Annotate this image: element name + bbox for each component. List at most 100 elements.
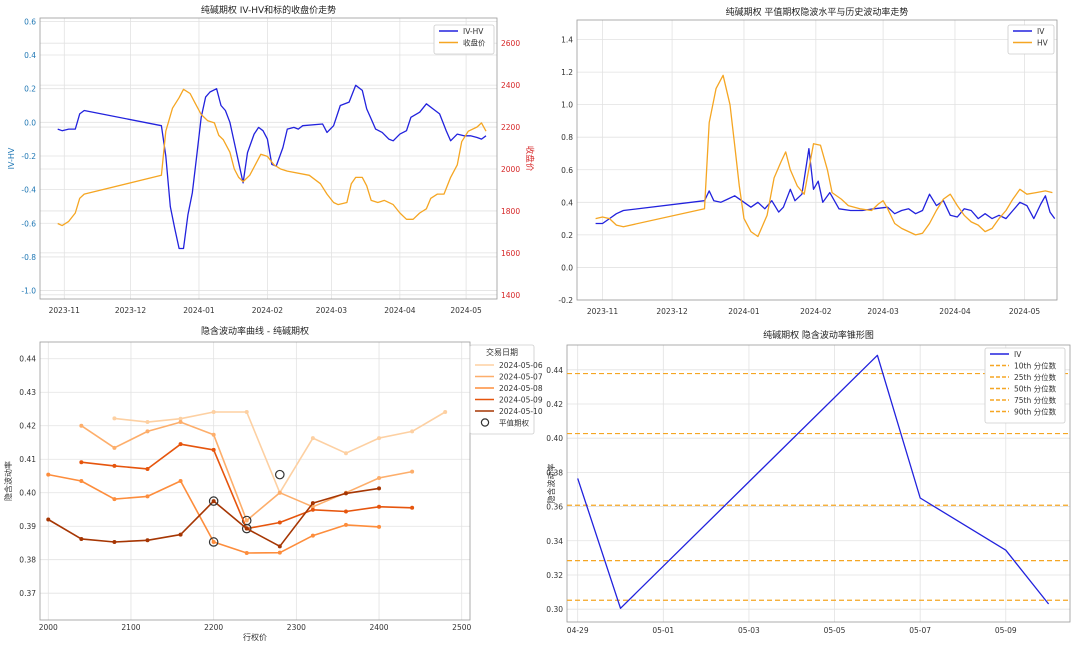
x-tick-label: 2500 <box>452 623 471 632</box>
y-tick-label-left: -1.0 <box>21 287 36 296</box>
y-axis-label: 隐含波动率 <box>546 464 556 504</box>
y-tick-label-right: 2600 <box>501 39 520 48</box>
series-group <box>46 486 382 549</box>
data-point <box>79 460 84 465</box>
x-tick-label: 2024-01 <box>728 307 760 316</box>
x-tick-label: 2024-02 <box>252 306 284 315</box>
y-tick-label: 0.8 <box>561 133 573 142</box>
chart-iv-cone: 04-29 05-01 05-03 05-05 05-07 05-09 0.30 0.32 0.… <box>546 329 1071 635</box>
data-point <box>145 429 150 434</box>
legend-item: 收盘价 <box>439 38 486 48</box>
data-point <box>410 429 415 434</box>
data-point <box>178 532 183 537</box>
plot-frame <box>576 19 1058 301</box>
series-line <box>595 147 1056 225</box>
y-axis-label: 隐含波动率 <box>3 461 13 501</box>
legend: IV HV <box>1007 24 1055 55</box>
legend-item: 平值期权 <box>480 418 529 428</box>
x-tick-label: 2024-04 <box>939 307 971 316</box>
plot-frame <box>566 344 1071 623</box>
legend-label: 90th 分位数 <box>1014 407 1057 417</box>
data-point <box>310 507 315 512</box>
data-point <box>211 499 216 504</box>
y-tick-label: 0.36 <box>546 503 563 512</box>
data-point <box>79 479 84 483</box>
y-tick-label: 0.41 <box>19 455 36 464</box>
atm-marker <box>208 496 219 506</box>
chart-iv-hv-level: 2023-11 2023-12 2024-01 2024-02 2024-03 2024-… <box>558 6 1058 316</box>
x-tick-label: 2024-01 <box>183 306 215 315</box>
data-point <box>145 466 150 471</box>
y-tick-label: 0.34 <box>546 537 563 546</box>
legend-label: 2024-05-09 <box>499 396 543 405</box>
x-tick-label: 2024-03 <box>316 306 348 315</box>
data-point <box>377 475 382 480</box>
data-point <box>46 472 51 477</box>
legend-marker <box>480 418 490 427</box>
y-tick-label: 0.44 <box>19 355 36 364</box>
x-axis-label: 行权价 <box>243 632 267 642</box>
series-line <box>577 354 1050 609</box>
atm-marker <box>208 537 219 547</box>
y-tick-label-left: -0.2 <box>21 152 36 161</box>
x-tick-label: 05-03 <box>738 626 760 635</box>
chart-iv-smile: 2000 2100 2200 2300 2400 2500 0.37 0.38 0.39 0.40… <box>3 325 543 642</box>
x-tick-label: 05-09 <box>995 626 1017 635</box>
x-tick-label: 2300 <box>287 623 306 632</box>
series-line <box>595 74 1053 238</box>
chart-title: 纯碱期权 平值期权隐波水平与历史波动率走势 <box>726 6 909 18</box>
series-line <box>57 88 487 227</box>
data-point <box>112 416 117 421</box>
series-group <box>46 472 382 556</box>
legend: IV-HV 收盘价 <box>433 24 495 55</box>
y-tick-label: 0.43 <box>19 388 36 397</box>
y-tick-label: 0.38 <box>546 468 563 477</box>
data-point <box>178 442 183 447</box>
legend-label: HV <box>1037 39 1049 48</box>
legend-label: 2024-05-08 <box>499 384 543 393</box>
data-point <box>410 469 415 474</box>
data-point <box>343 451 348 456</box>
data-point <box>211 539 216 544</box>
data-point <box>178 479 183 483</box>
legend-item: 2024-05-07 <box>475 373 543 382</box>
y-tick-label-left: -0.4 <box>21 186 36 195</box>
legend-label: 收盘价 <box>463 38 486 48</box>
data-point <box>377 436 382 441</box>
legend-item: 2024-05-06 <box>475 361 543 370</box>
y-tick-label-right: 2400 <box>501 81 520 90</box>
plot-frame <box>39 17 498 300</box>
x-tick-label: 2023-11 <box>49 306 81 315</box>
y-tick-label: -0.2 <box>558 296 573 305</box>
chart-title: 隐含波动率曲线 - 纯碱期权 <box>201 325 309 337</box>
data-point <box>211 432 216 437</box>
legend-label: IV-HV <box>463 27 484 36</box>
y-tick-label: 0.39 <box>19 522 36 531</box>
legend-label: 2024-05-07 <box>499 373 543 382</box>
legend-title: 交易日期 <box>486 347 518 357</box>
data-point <box>79 423 84 428</box>
legend-frame <box>984 347 1066 424</box>
data-point <box>145 494 150 499</box>
legend-item: HV <box>1013 39 1049 48</box>
data-point <box>178 420 183 425</box>
data-point <box>443 410 448 415</box>
x-tick-label: 2000 <box>39 623 58 632</box>
legend-item: IV <box>990 350 1022 359</box>
legend-item: 90th 分位数 <box>990 407 1057 417</box>
data-point <box>145 420 150 425</box>
x-tick-label: 05-05 <box>824 626 846 635</box>
y-tick-label: 0.2 <box>561 231 573 240</box>
legend-frame <box>433 24 495 55</box>
legend-label: 10th 分位数 <box>1014 361 1057 371</box>
y-tick-label: 0.40 <box>19 489 36 498</box>
y-tick-label-right: 2200 <box>501 123 520 132</box>
data-point <box>211 410 216 415</box>
data-point <box>112 463 117 468</box>
y-tick-label: 0.37 <box>19 589 36 598</box>
y-tick-label: 0.30 <box>546 605 563 614</box>
legend-item: 25th 分位数 <box>990 372 1057 382</box>
y-tick-label: 0.38 <box>19 556 36 565</box>
series-group <box>79 420 415 526</box>
data-point <box>277 544 282 549</box>
